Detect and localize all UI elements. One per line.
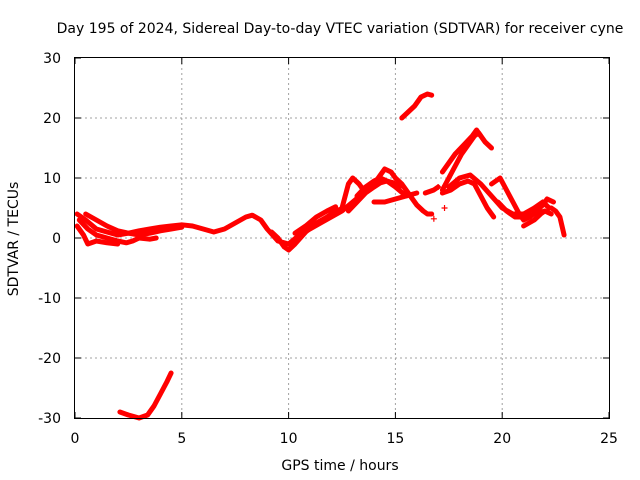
series-track-14 xyxy=(441,205,448,211)
plot-frame xyxy=(74,57,610,419)
series-line xyxy=(117,370,174,421)
y-tick-label: -10 xyxy=(38,291,61,307)
series-track-23 xyxy=(117,370,174,421)
x-tick-label: 0 xyxy=(71,431,80,447)
y-tick-label: -30 xyxy=(38,411,61,427)
series-track-5 xyxy=(269,205,347,253)
series-line xyxy=(292,204,339,236)
data-point xyxy=(441,205,448,211)
series-track-7 xyxy=(339,166,435,217)
data-point xyxy=(435,184,442,190)
y-tick-label: -20 xyxy=(38,351,61,367)
series-track-6 xyxy=(292,204,339,236)
series-track-17 xyxy=(439,178,497,220)
grid xyxy=(75,58,609,418)
series-line xyxy=(269,205,347,253)
series-track-22 xyxy=(548,205,567,238)
series-line xyxy=(74,223,121,247)
y-tick-label: 10 xyxy=(43,171,61,187)
series-track-16 xyxy=(439,127,484,175)
y-tick-label: 20 xyxy=(43,111,61,127)
series-track-21 xyxy=(521,208,554,229)
x-tick-label: 25 xyxy=(600,431,618,447)
x-tick-label: 10 xyxy=(280,431,298,447)
series-line xyxy=(371,190,420,205)
series-track-4 xyxy=(83,211,185,238)
series-line xyxy=(521,208,554,229)
series-track-11 xyxy=(399,91,435,121)
series-line xyxy=(422,184,441,196)
series-line xyxy=(439,127,484,175)
series-line xyxy=(439,130,494,193)
series-track-10 xyxy=(371,190,420,205)
y-tick-label: 30 xyxy=(43,51,61,67)
series-line xyxy=(489,175,556,223)
y-tick-label: 0 xyxy=(52,231,61,247)
series-line xyxy=(399,91,435,121)
series-line xyxy=(339,166,435,217)
data-point xyxy=(430,215,437,222)
series-line xyxy=(495,199,548,220)
series-track-20 xyxy=(495,199,548,220)
x-axis-title: GPS time / hours xyxy=(281,458,398,474)
series-track-15 xyxy=(439,130,494,193)
series-track-19 xyxy=(489,175,556,223)
x-tick-label: 5 xyxy=(177,431,186,447)
series-line xyxy=(354,175,409,199)
series-line xyxy=(439,178,497,220)
y-axis-title: SDTVAR / TECUs xyxy=(6,182,22,297)
chart-title: Day 195 of 2024, Sidereal Day-to-day VTE… xyxy=(57,21,624,37)
series-track-3 xyxy=(74,223,121,247)
series-line xyxy=(548,205,567,238)
x-tick-label: 20 xyxy=(493,431,511,447)
series-track-12 xyxy=(422,184,442,196)
series-line xyxy=(83,211,185,238)
series-track-9 xyxy=(354,175,409,199)
x-tick-label: 15 xyxy=(386,431,404,447)
axis-ticks: 0 5 10 15 20 25 -30 -20 -10 0 10 20 30 xyxy=(38,51,618,447)
series-track-13 xyxy=(430,215,437,222)
series-line xyxy=(76,217,159,246)
data-series xyxy=(74,91,567,421)
series-track-2 xyxy=(76,217,159,246)
